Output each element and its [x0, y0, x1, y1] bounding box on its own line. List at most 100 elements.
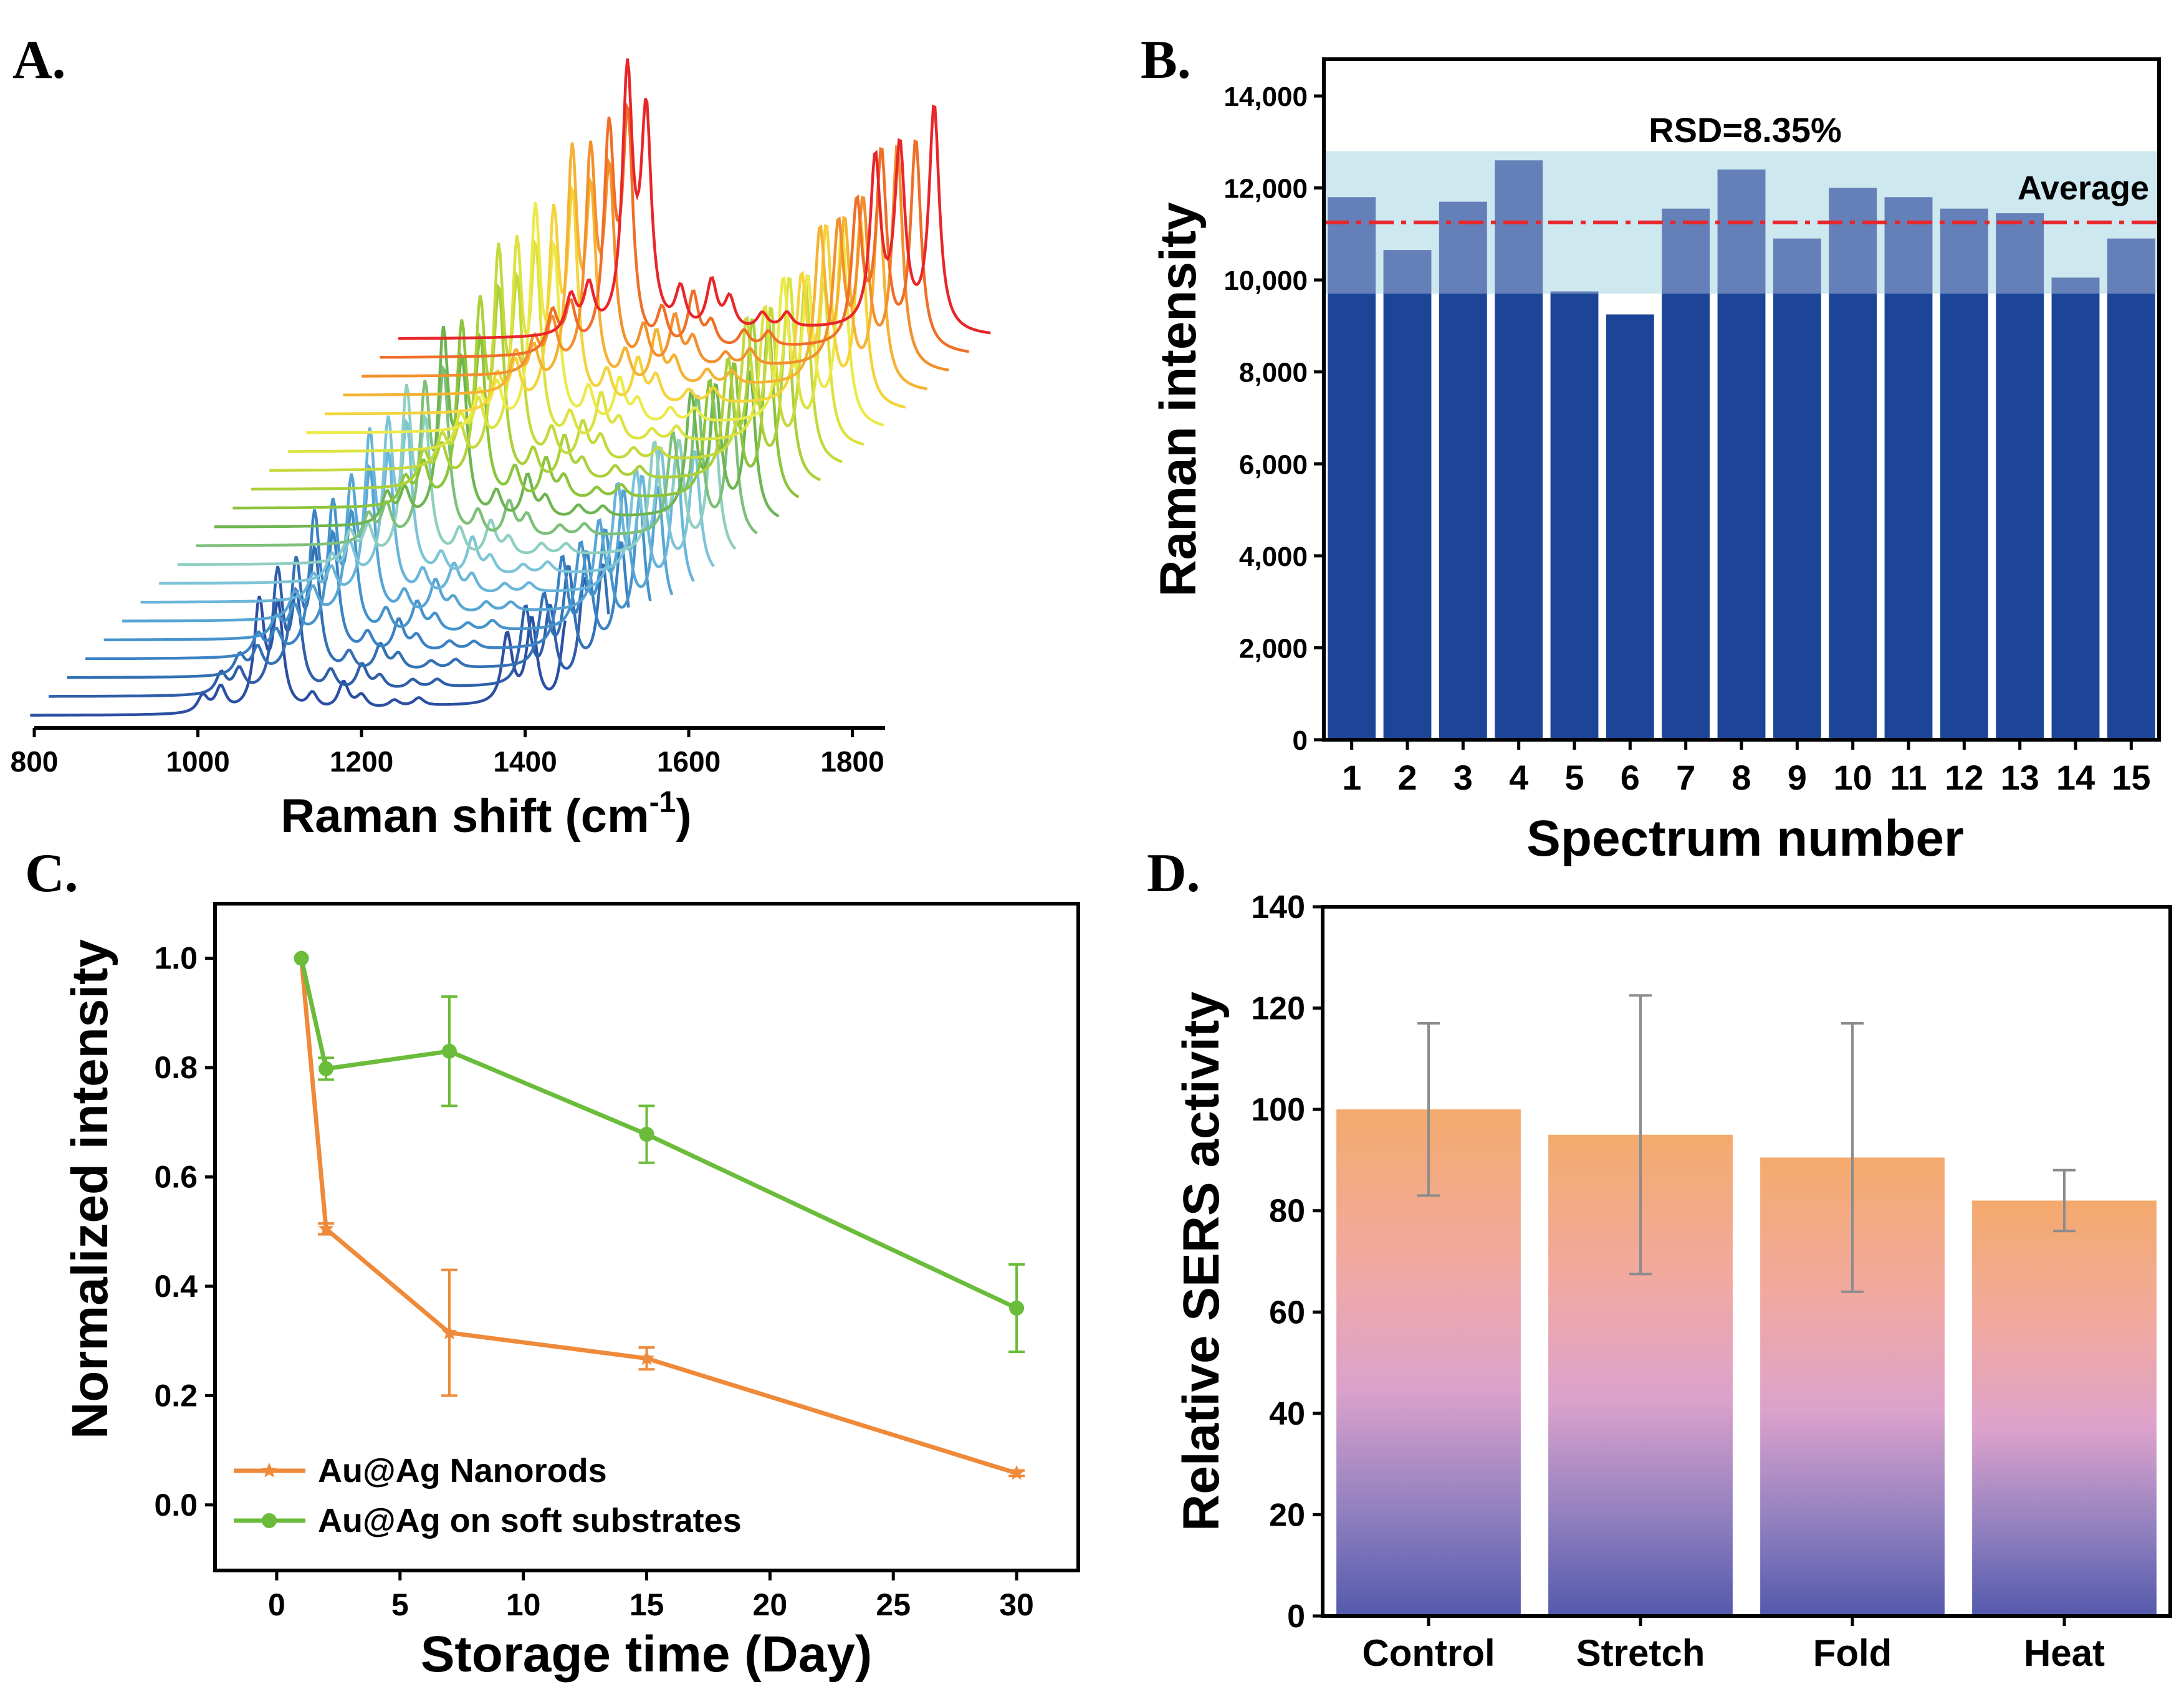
panel-b-x-tick-label: 14 [2056, 758, 2095, 797]
panel-c-y-tick-label: 0.8 [154, 1050, 198, 1085]
panel-b-x-tick-label: 2 [1397, 758, 1417, 797]
panel-c-x-tick-label: 15 [630, 1587, 664, 1622]
panel-b-bar [1884, 197, 1933, 740]
panel-a-x-tick-label: 1000 [166, 745, 229, 778]
panel-b-x-tick-label: 13 [2001, 758, 2039, 797]
panel-b-y-tick-label: 6,000 [1239, 449, 1308, 480]
panel-b-bar [1773, 238, 1821, 740]
panel-c-legend-marker [261, 1463, 277, 1478]
panel-c-point [639, 1127, 654, 1142]
panel-b-average-annotation: Average [2018, 170, 2149, 207]
panel-a-spectrum-line [251, 282, 821, 491]
panel-b-y-tick-label: 10,000 [1224, 265, 1308, 296]
panel-b-bar-chart: 02,0004,0006,0008,00010,00012,00014,000 … [1150, 57, 2161, 867]
panel-c-legend-label: Au@Ag on soft substrates [318, 1502, 742, 1539]
panel-c-point [441, 1043, 457, 1059]
panel-b-bar-band-overlay [1773, 238, 1821, 294]
panel-a-x-tick-label: 1600 [657, 745, 721, 778]
panel-c-series [294, 950, 1025, 1480]
panel-b-bar-band-overlay [1996, 213, 2044, 294]
panel-b-bar [1829, 188, 1877, 740]
panel-c-point [1008, 1465, 1025, 1480]
panel-d-y-tick-label: 20 [1269, 1497, 1305, 1533]
panel-b-bar-band-overlay [1550, 291, 1599, 294]
panel-c-y-tick-label: 0.0 [154, 1488, 198, 1523]
panel-c-y-ticks: 0.0 0.2 0.4 0.6 0.8 1.0 [154, 941, 215, 1523]
panel-a-spectrum-line [159, 415, 715, 585]
panel-c-y-tick-label: 0.2 [154, 1378, 198, 1413]
panel-b-y-tick-label: 8,000 [1239, 358, 1308, 388]
panel-b-x-tick-label: 12 [1945, 758, 1983, 797]
panel-c-legend: Au@Ag Nanorods Au@Ag on soft substrates [234, 1452, 742, 1539]
panel-d-y-tick-label: 0 [1287, 1599, 1305, 1635]
panel-d-x-tick-label: Fold [1813, 1632, 1892, 1674]
panel-a-spectrum-line [362, 140, 949, 378]
panel-c-y-tick-label: 1.0 [154, 941, 198, 976]
panel-c-series-line [299, 957, 1018, 1311]
panel-a-spectrum-line [67, 544, 610, 679]
panel-d-y-tick-label: 100 [1251, 1092, 1305, 1128]
panel-a-spectrum-line [140, 427, 695, 604]
panel-b-label: B. [1141, 30, 1191, 90]
panel-b-bar [1717, 170, 1766, 740]
panel-c-series-line [299, 958, 1018, 1476]
panel-d-bars [1336, 994, 2157, 1616]
panel-c-y-tick-label: 0.4 [154, 1269, 198, 1304]
panel-c-x-tick-label: 5 [391, 1587, 409, 1622]
panel-b-x-tick-label: 5 [1564, 758, 1584, 797]
panel-b-bar [1662, 208, 1710, 740]
panel-a-spectrum-line [214, 325, 780, 528]
panel-a-spectrum-line [324, 184, 906, 416]
panel-a-spectra [30, 58, 991, 717]
panel-c-y-tick-label: 0.6 [154, 1160, 198, 1195]
panel-c-y-axis-label: Normalized intensity [62, 939, 118, 1439]
panel-c-point [318, 1061, 334, 1076]
panel-a-spectrum-line [287, 235, 865, 453]
panel-c-point [441, 1324, 457, 1339]
panel-b-y-axis-label: Raman intensity [1150, 202, 1207, 597]
panel-b-y-ticks: 0 2,000 4,000 6,000 8,000 10,000 12,000 14,000 [1224, 82, 1324, 756]
panel-b-x-tick-label: 3 [1454, 758, 1473, 797]
panel-b-rsd-annotation: RSD=8.35% [1649, 110, 1842, 150]
panel-d-x-tick-label: Heat [2024, 1632, 2105, 1674]
panel-b-bar-band-overlay [1829, 188, 1877, 294]
panel-b-bar [1495, 160, 1543, 740]
panel-b-bar-band-overlay [1884, 197, 1933, 294]
panel-d-y-ticks: 0 20 40 60 80 100 120 140 [1251, 889, 1323, 1635]
panel-c-x-tick-label: 0 [268, 1587, 285, 1622]
panel-d-y-tick-label: 120 [1251, 991, 1305, 1027]
panel-c-x-axis-label: Storage time (Day) [421, 1626, 873, 1683]
panel-d-x-tick-label: Control [1362, 1632, 1495, 1674]
panel-c-line-chart: 0.0 0.2 0.4 0.6 0.8 1.0 0 5 10 15 20 25 30 Au@Ag Na… [62, 902, 1080, 1683]
panel-a-label: A. [12, 30, 66, 90]
panel-b-x-tick-label: 1 [1342, 758, 1361, 797]
panel-a-spectrum-line [196, 364, 758, 547]
panel-c-legend-label: Au@Ag Nanorods [318, 1452, 607, 1489]
panel-a-spectrum-line [122, 464, 674, 623]
panel-a-x-axis-label: Raman shift (cm-1) [280, 786, 691, 843]
panel-b-bar-band-overlay [1717, 170, 1766, 294]
panel-d-bar-chart: 0 20 40 60 80 100 120 140 Control Stretch Fold Hea… [1173, 889, 2172, 1674]
panel-b-bar-band-overlay [1383, 250, 1432, 294]
panel-a-spectrum-line [49, 565, 588, 698]
panel-d-y-tick-label: 140 [1251, 889, 1305, 925]
panel-d-y-axis-label: Relative SERS activity [1173, 992, 1230, 1531]
panel-a-spectrum-line [380, 102, 969, 359]
panel-b-bar-band-overlay [1495, 160, 1543, 294]
panel-c-x-tick-label: 30 [999, 1587, 1034, 1622]
panel-d-y-tick-label: 80 [1269, 1193, 1305, 1230]
panel-b-bar [2051, 277, 2100, 740]
panel-b-x-tick-label: 11 [1890, 758, 1927, 797]
panel-b-x-tick-label: 4 [1509, 758, 1528, 797]
panel-a-spectrum-line [232, 319, 800, 510]
panel-d-y-tick-label: 40 [1269, 1396, 1305, 1432]
panel-b-x-tick-label: 8 [1731, 758, 1751, 797]
panel-b-y-tick-label: 0 [1293, 725, 1308, 756]
panel-a-x-tick-label: 800 [11, 745, 59, 778]
panel-c-label: C. [25, 843, 79, 904]
panel-b-x-tick-label: 10 [1834, 758, 1872, 797]
panel-b-bar [1606, 314, 1654, 740]
panel-d-bar [1972, 1200, 2157, 1616]
panel-b-x-tick-label: 15 [2112, 758, 2150, 797]
panel-b-bar [1383, 250, 1432, 740]
